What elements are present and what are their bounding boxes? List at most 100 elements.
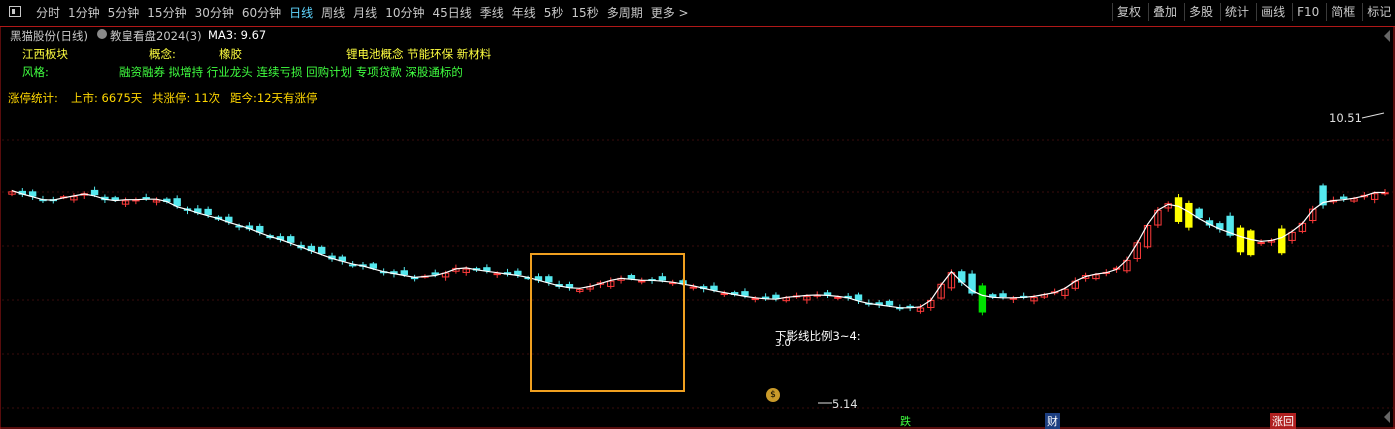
candle-body-16: [173, 198, 181, 207]
die-badge: 跌: [900, 415, 911, 428]
toolbar-button-4[interactable]: 画线: [1256, 3, 1289, 21]
candle-body-120: [1247, 230, 1255, 256]
candle-body-102: [1061, 288, 1069, 296]
scroll-up-icon: [1384, 30, 1390, 42]
candle-body-60: [627, 275, 636, 279]
candle-body-91: [947, 272, 956, 289]
candle-body-61: [638, 280, 646, 283]
candle-body-41: [431, 272, 439, 275]
candle-body-93: [968, 273, 976, 294]
candle-body-72: [751, 298, 759, 301]
toolbar-button-6[interactable]: 简框: [1326, 3, 1359, 21]
menu-icon[interactable]: [9, 6, 21, 17]
candle-body-57: [596, 282, 605, 285]
limit-stats-total: 共涨停: 11次: [152, 91, 221, 105]
period-tab-6[interactable]: 日线: [289, 6, 314, 20]
candle-body-27: [287, 236, 295, 243]
candle-body-114: [1185, 202, 1193, 228]
candle-body-68: [710, 285, 718, 291]
candle-body-6: [70, 196, 78, 201]
candle-body-105: [1092, 274, 1100, 280]
candle-body-127: [1319, 185, 1327, 206]
limit-stats-since: 距今:12天有涨停: [230, 91, 318, 105]
lower-shadow-label: 下影线比例3~4:: [775, 329, 861, 343]
zhanghui-badge: 涨回: [1270, 413, 1296, 429]
candle-body-88: [916, 307, 925, 312]
candle-body-129: [1340, 196, 1348, 199]
concept-rubber: 橡胶: [219, 47, 242, 61]
period-tab-7[interactable]: 周线: [321, 6, 346, 20]
candle-body-38: [400, 270, 408, 276]
candle-body-80: [834, 296, 842, 299]
candle-body-66: [689, 286, 698, 289]
candle-body-46: [483, 267, 491, 272]
toolbar-button-5[interactable]: F10: [1292, 3, 1323, 21]
ma3-line: [11, 190, 1385, 309]
limit-stats-label: 涨停统计:: [8, 91, 58, 105]
candle-body-69: [720, 293, 729, 296]
candle-body-124: [1288, 231, 1296, 241]
candle-body-58: [607, 280, 615, 287]
period-tab-11[interactable]: 季线: [479, 6, 504, 20]
period-tab-10[interactable]: 45日线: [432, 6, 472, 20]
money-bag-icon: $: [766, 388, 780, 402]
toolbar-button-7[interactable]: 标记: [1362, 3, 1395, 21]
candle-body-82: [854, 294, 863, 301]
candle-body-13: [142, 197, 150, 200]
candle-body-2: [28, 191, 37, 197]
candle-body-94: [978, 285, 987, 313]
period-tab-5[interactable]: 60分钟: [241, 6, 282, 20]
candle-body-52: [545, 276, 553, 283]
period-tab-12[interactable]: 年线: [511, 6, 536, 20]
candle-body-8: [90, 189, 99, 196]
candle-body-96: [999, 293, 1007, 298]
style-value: 融资融券 拟增持 行业龙头 连续亏损 回购计划 专项贷款 深股通标的: [119, 65, 463, 79]
candle-body-30: [317, 246, 326, 254]
candle-body-0: [8, 191, 16, 195]
toolbar-button-1[interactable]: 叠加: [1148, 3, 1181, 21]
limit-stats-listed: 上市: 6675天: [71, 91, 143, 105]
candle-body-33: [348, 264, 357, 267]
period-tab-9[interactable]: 10分钟: [385, 6, 425, 20]
candle-body-104: [1081, 275, 1090, 279]
sector-label: 江西板块: [22, 47, 68, 61]
toolbar-button-0[interactable]: 复权: [1112, 3, 1145, 21]
candle-body-113: [1174, 197, 1183, 222]
candle-body-49: [514, 270, 522, 276]
lower-shadow-value: 3.0: [775, 338, 791, 349]
candle-body-97: [1009, 297, 1018, 300]
period-tab-15[interactable]: 多周期: [606, 6, 643, 20]
period-tab-3[interactable]: 15分钟: [147, 6, 187, 20]
candle-body-47: [493, 273, 501, 276]
candle-body-74: [772, 294, 780, 299]
period-tab-1[interactable]: 1分钟: [68, 6, 100, 20]
period-tab-8[interactable]: 月线: [353, 6, 378, 20]
candle-body-85: [885, 300, 894, 306]
concept-list: 锂电池概念 节能环保 新材料: [346, 47, 492, 61]
period-toolbar: 分时 1分钟 5分钟 15分钟 30分钟 60分钟 日线 周线 月线 10分钟 45日线 季线 年线 5秒…: [0, 0, 1395, 27]
candle-body-14: [152, 199, 161, 203]
candle-body-121: [1257, 242, 1265, 245]
candle-body-24: [256, 225, 264, 233]
candle-body-44: [462, 268, 470, 273]
period-tab-0[interactable]: 分时: [36, 6, 61, 20]
toolbar-button-2[interactable]: 多股: [1184, 3, 1217, 21]
toolbar-button-3[interactable]: 统计: [1220, 3, 1253, 21]
strategy-icon[interactable]: [97, 29, 107, 39]
candle-body-79: [823, 292, 832, 296]
candle-body-19: [204, 208, 212, 216]
period-tab-16[interactable]: 更多 >: [650, 6, 689, 20]
low-price-label: 5.14: [832, 397, 858, 411]
strategy-name[interactable]: 教皇看盘2024(3): [110, 29, 202, 43]
candle-body-71: [741, 291, 749, 296]
candle-body-132: [1370, 193, 1379, 200]
period-tab-13[interactable]: 5秒: [543, 6, 564, 20]
period-tab-2[interactable]: 5分钟: [107, 6, 140, 20]
stock-title: 黑猫股份(日线): [10, 29, 88, 43]
style-label: 风格:: [22, 65, 49, 79]
candle-body-119: [1236, 227, 1245, 253]
ma-value: MA3: 9.67: [208, 28, 267, 42]
period-tab-14[interactable]: 15秒: [571, 6, 599, 20]
period-tab-4[interactable]: 30分钟: [194, 6, 234, 20]
candle-body-118: [1226, 215, 1234, 236]
